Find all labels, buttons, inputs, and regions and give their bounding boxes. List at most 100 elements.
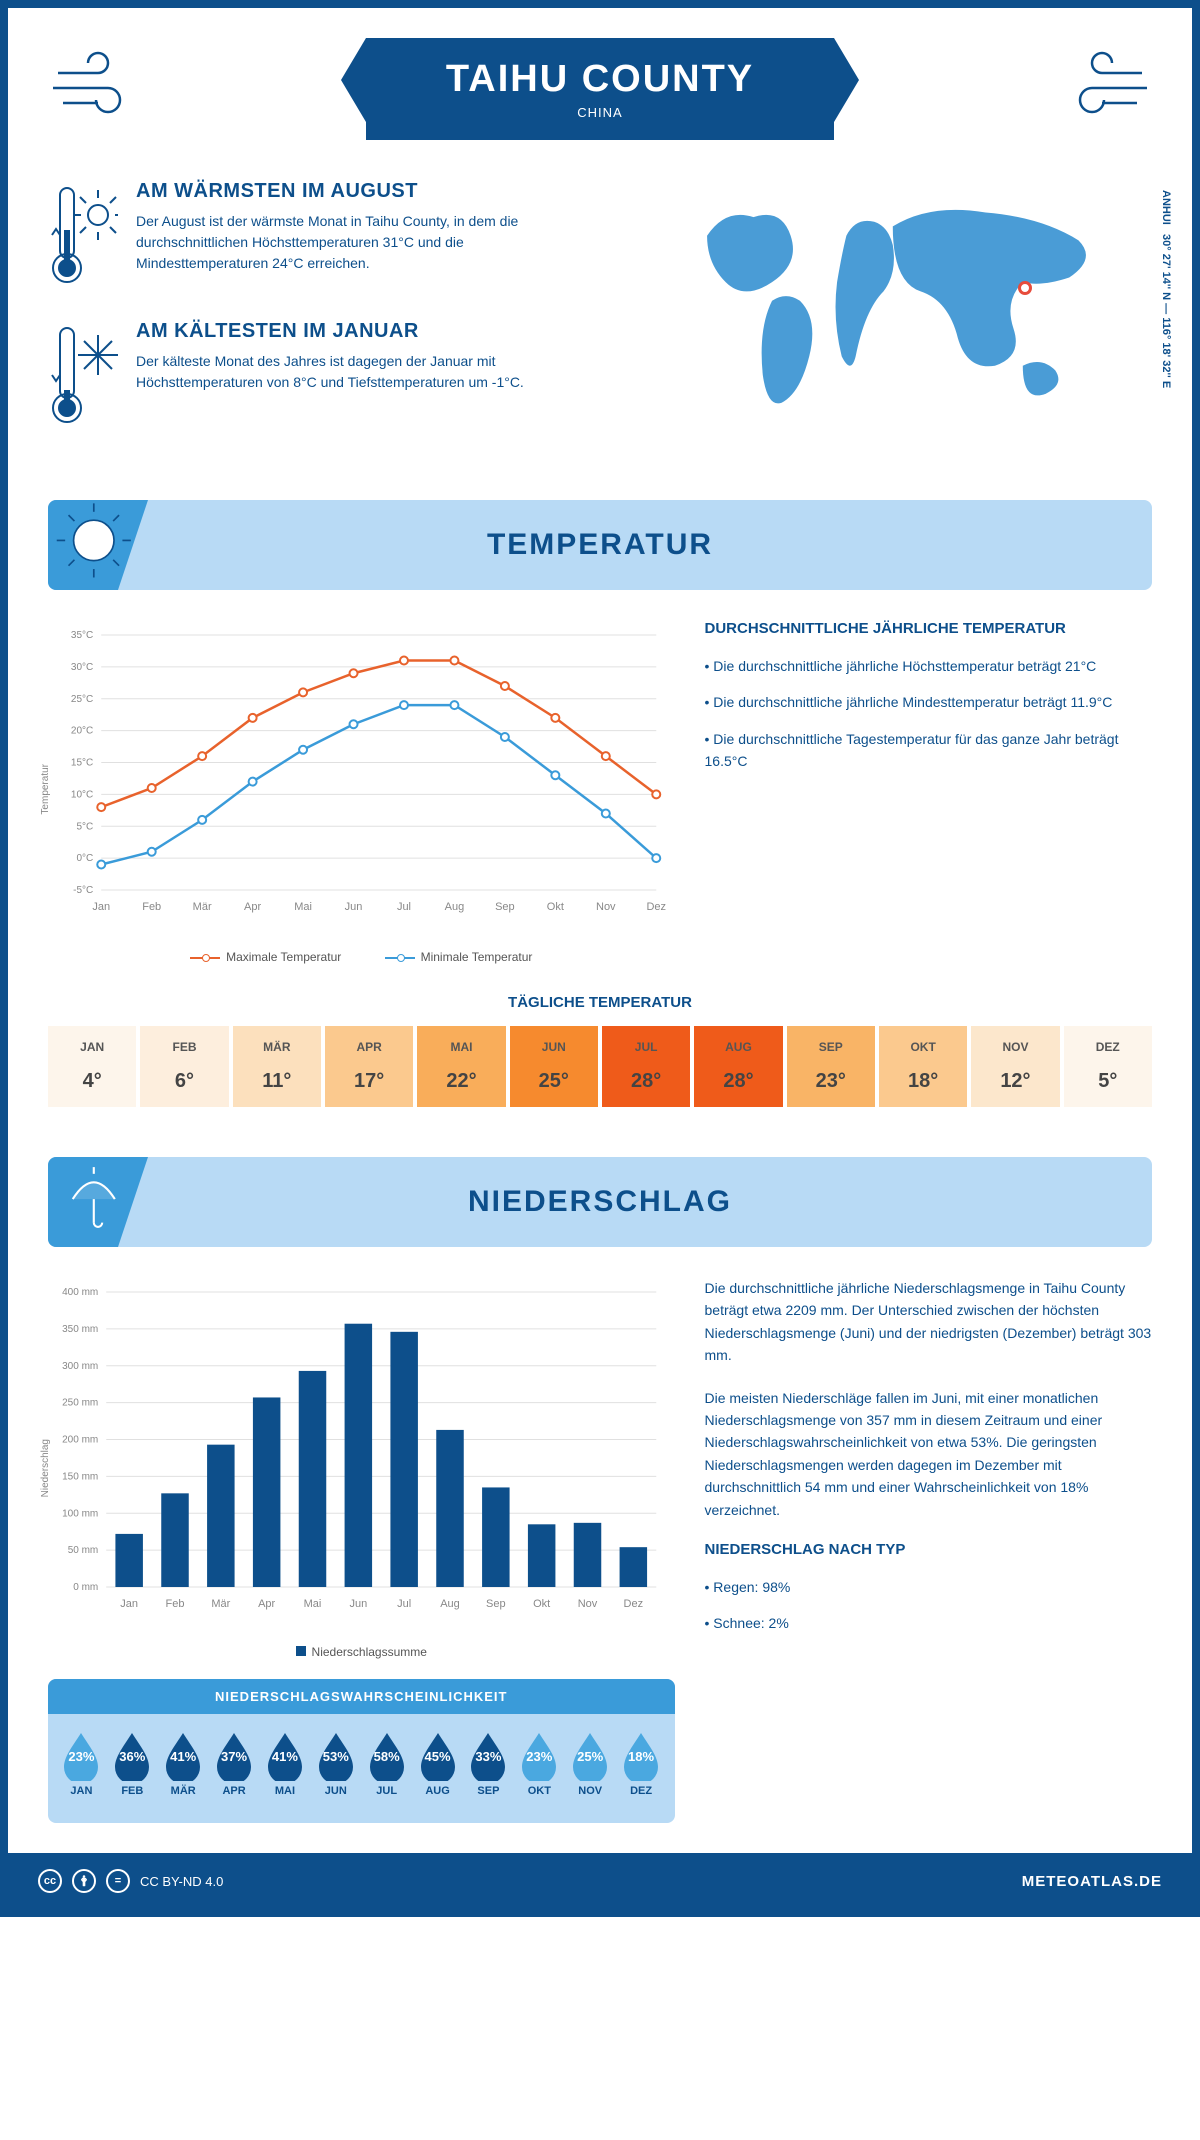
svg-text:Apr: Apr <box>258 1598 275 1610</box>
svg-text:Nov: Nov <box>596 901 616 913</box>
temperature-line-chart: -5°C0°C5°C10°C15°C20°C25°C30°C35°CJanFeb… <box>48 620 675 964</box>
coldest-text: Der kälteste Monat des Jahres ist dagege… <box>136 351 585 393</box>
svg-text:Mär: Mär <box>211 1598 230 1610</box>
svg-text:25°C: 25°C <box>71 694 93 705</box>
precipitation-section-header: NIEDERSCHLAG <box>48 1157 1152 1247</box>
coldest-fact: AM KÄLTESTEN IM JANUAR Der kälteste Mona… <box>48 320 585 430</box>
svg-text:Mai: Mai <box>304 1598 322 1610</box>
info-title: DURCHSCHNITTLICHE JÄHRLICHE TEMPERATUR <box>705 620 1153 637</box>
prob-title: NIEDERSCHLAGSWAHRSCHEINLICHKEIT <box>48 1679 675 1714</box>
svg-text:-5°C: -5°C <box>73 885 93 896</box>
temp-cell: NOV12° <box>971 1026 1059 1107</box>
svg-text:50 mm: 50 mm <box>68 1545 99 1556</box>
prob-drop: 53%JUN <box>315 1729 357 1797</box>
prob-drop: 41%MAI <box>264 1729 306 1797</box>
sun-icon <box>48 500 148 580</box>
temp-cell: DEZ5° <box>1064 1026 1152 1107</box>
svg-text:Jan: Jan <box>120 1598 138 1610</box>
svg-text:Okt: Okt <box>547 901 564 913</box>
temp-cell: OKT18° <box>879 1026 967 1107</box>
prob-drop: 58%JUL <box>366 1729 408 1797</box>
svg-text:20°C: 20°C <box>71 726 93 737</box>
prob-drop: 23%OKT <box>518 1729 560 1797</box>
coordinates: ANHUI 30° 27' 14'' N — 116° 18' 32'' E <box>1160 190 1172 388</box>
footer: cc 🛉 = CC BY-ND 4.0 METEOATLAS.DE <box>8 1853 1192 1909</box>
svg-text:300 mm: 300 mm <box>62 1361 98 1372</box>
svg-text:15°C: 15°C <box>71 758 93 769</box>
bar-legend: Niederschlagssumme <box>48 1645 675 1659</box>
svg-text:Feb: Feb <box>142 901 161 913</box>
temp-cell: APR17° <box>325 1026 413 1107</box>
svg-text:Apr: Apr <box>244 901 261 913</box>
precipitation-probability-panel: NIEDERSCHLAGSWAHRSCHEINLICHKEIT 23%JAN36… <box>48 1679 675 1823</box>
temperature-section-header: TEMPERATUR <box>48 500 1152 590</box>
umbrella-icon <box>48 1157 148 1237</box>
prob-drop: 41%MÄR <box>162 1729 204 1797</box>
precip-type-title: NIEDERSCHLAG NACH TYP <box>705 1541 1153 1558</box>
svg-text:30°C: 30°C <box>71 662 93 673</box>
nd-icon: = <box>106 1869 130 1893</box>
temp-cell: MÄR11° <box>233 1026 321 1107</box>
svg-text:350 mm: 350 mm <box>62 1324 98 1335</box>
wind-icon <box>48 48 158 128</box>
daily-temp-title: TÄGLICHE TEMPERATUR <box>48 994 1152 1011</box>
warmest-text: Der August ist der wärmste Monat in Taih… <box>136 211 585 274</box>
temp-cell: FEB6° <box>140 1026 228 1107</box>
warmest-fact: AM WÄRMSTEN IM AUGUST Der August ist der… <box>48 180 585 290</box>
svg-text:0°C: 0°C <box>76 853 93 864</box>
temp-cell: JUN25° <box>510 1026 598 1107</box>
title-banner: TAIHU COUNTY CHINA <box>366 38 834 140</box>
wind-icon <box>1042 48 1152 128</box>
temperature-info: DURCHSCHNITTLICHE JÄHRLICHE TEMPERATUR •… <box>705 620 1153 964</box>
prob-drop: 37%APR <box>213 1729 255 1797</box>
chart-legend: Maximale Temperatur Minimale Temperatur <box>48 950 675 964</box>
temp-cell: JAN4° <box>48 1026 136 1107</box>
svg-text:Aug: Aug <box>440 1598 460 1610</box>
y-axis-label: Temperatur <box>40 764 51 815</box>
header: TAIHU COUNTY CHINA <box>48 38 1152 140</box>
intro-section: AM WÄRMSTEN IM AUGUST Der August ist der… <box>48 180 1152 460</box>
prob-drop: 18%DEZ <box>620 1729 662 1797</box>
thermometer-snow-icon <box>48 320 118 430</box>
temp-cell: AUG28° <box>694 1026 782 1107</box>
precipitation-info: Die durchschnittliche jährliche Niedersc… <box>705 1277 1153 1823</box>
coldest-title: AM KÄLTESTEN IM JANUAR <box>136 320 585 343</box>
temp-cell: SEP23° <box>787 1026 875 1107</box>
svg-text:35°C: 35°C <box>71 630 93 641</box>
page-title: TAIHU COUNTY <box>446 58 754 101</box>
svg-text:0 mm: 0 mm <box>73 1582 98 1593</box>
precipitation-bar-chart: 0 mm 50 mm 100 mm 150 mm 200 mm 250 mm 300 mm 3… <box>48 1277 675 1823</box>
by-icon: 🛉 <box>72 1869 96 1893</box>
license-text: CC BY-ND 4.0 <box>140 1874 223 1889</box>
svg-text:400 mm: 400 mm <box>62 1287 98 1298</box>
svg-text:Jul: Jul <box>397 1598 411 1610</box>
svg-text:Jul: Jul <box>397 901 411 913</box>
svg-text:Feb: Feb <box>166 1598 185 1610</box>
prob-drop: 23%JAN <box>60 1729 102 1797</box>
prob-drop: 33%SEP <box>467 1729 509 1797</box>
prob-drop: 45%AUG <box>417 1729 459 1797</box>
svg-text:5°C: 5°C <box>76 821 93 832</box>
svg-text:100 mm: 100 mm <box>62 1508 98 1519</box>
temp-cell: JUL28° <box>602 1026 690 1107</box>
y-axis-label: Niederschlag <box>40 1439 51 1497</box>
svg-text:Sep: Sep <box>495 901 515 913</box>
temp-cell: MAI22° <box>417 1026 505 1107</box>
page-subtitle: CHINA <box>446 105 754 120</box>
svg-text:Mär: Mär <box>193 901 212 913</box>
svg-text:150 mm: 150 mm <box>62 1471 98 1482</box>
prob-drop: 25%NOV <box>569 1729 611 1797</box>
svg-text:250 mm: 250 mm <box>62 1398 98 1409</box>
svg-text:Mai: Mai <box>294 901 312 913</box>
svg-text:Aug: Aug <box>445 901 465 913</box>
thermometer-sun-icon <box>48 180 118 290</box>
cc-icon: cc <box>38 1869 62 1893</box>
svg-text:Jun: Jun <box>345 901 363 913</box>
world-map: ANHUI 30° 27' 14'' N — 116° 18' 32'' E <box>615 180 1152 460</box>
svg-text:Nov: Nov <box>578 1598 598 1610</box>
svg-text:10°C: 10°C <box>71 789 93 800</box>
warmest-title: AM WÄRMSTEN IM AUGUST <box>136 180 585 203</box>
svg-text:200 mm: 200 mm <box>62 1435 98 1446</box>
svg-text:Jun: Jun <box>349 1598 367 1610</box>
location-marker <box>1018 281 1032 295</box>
